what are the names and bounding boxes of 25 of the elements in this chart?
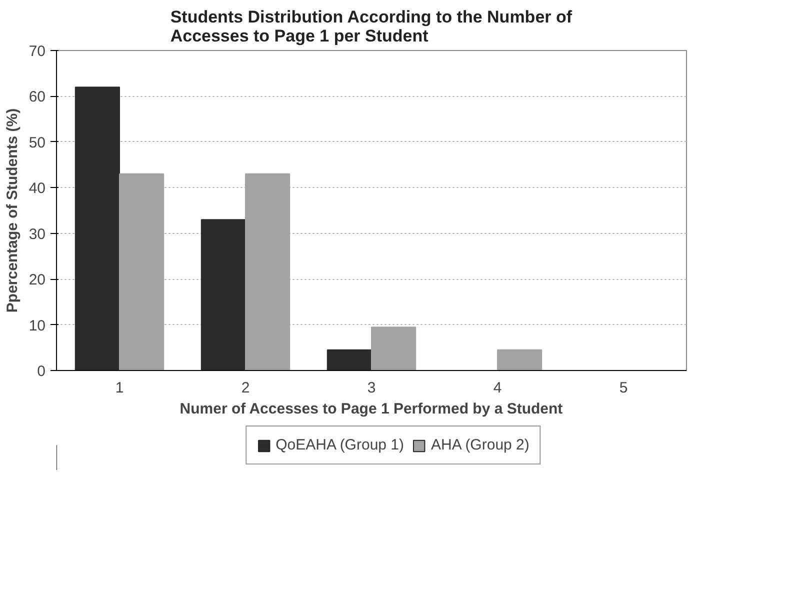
bar xyxy=(74,86,120,370)
x-tick-label: 4 xyxy=(493,380,502,396)
chart-title: Students Distribution According to the Number of Accesses to Page 1 per Student xyxy=(170,8,572,46)
y-tick-label: 70 xyxy=(28,43,46,60)
x-axis-title: Numer of Accesses to Page 1 Performed by a Student xyxy=(180,400,563,418)
bar xyxy=(326,349,372,370)
x-tick-label: 2 xyxy=(241,380,250,396)
x-tick-label: 3 xyxy=(367,380,376,396)
y-tick-label: 10 xyxy=(28,317,46,334)
y-tick-label: 40 xyxy=(28,180,46,198)
legend-label: AHA (Group 2) xyxy=(431,436,530,454)
bar xyxy=(245,173,290,370)
y-tick-label: 30 xyxy=(28,226,46,243)
bar xyxy=(371,326,416,370)
bar xyxy=(200,219,246,370)
x-tick-label: 5 xyxy=(619,380,628,396)
bar xyxy=(497,349,542,370)
y-axis-title: Ppercentage of Students (%) xyxy=(4,108,21,313)
legend-label: QoEAHA (Group 1) xyxy=(276,436,404,454)
y-tick-label: 20 xyxy=(28,272,46,289)
y-tick-label: 60 xyxy=(28,88,46,106)
y-tick-label: 50 xyxy=(28,134,46,152)
bar xyxy=(119,173,164,370)
x-tick-label: 1 xyxy=(115,380,124,396)
y-tick-label: 0 xyxy=(37,363,46,380)
